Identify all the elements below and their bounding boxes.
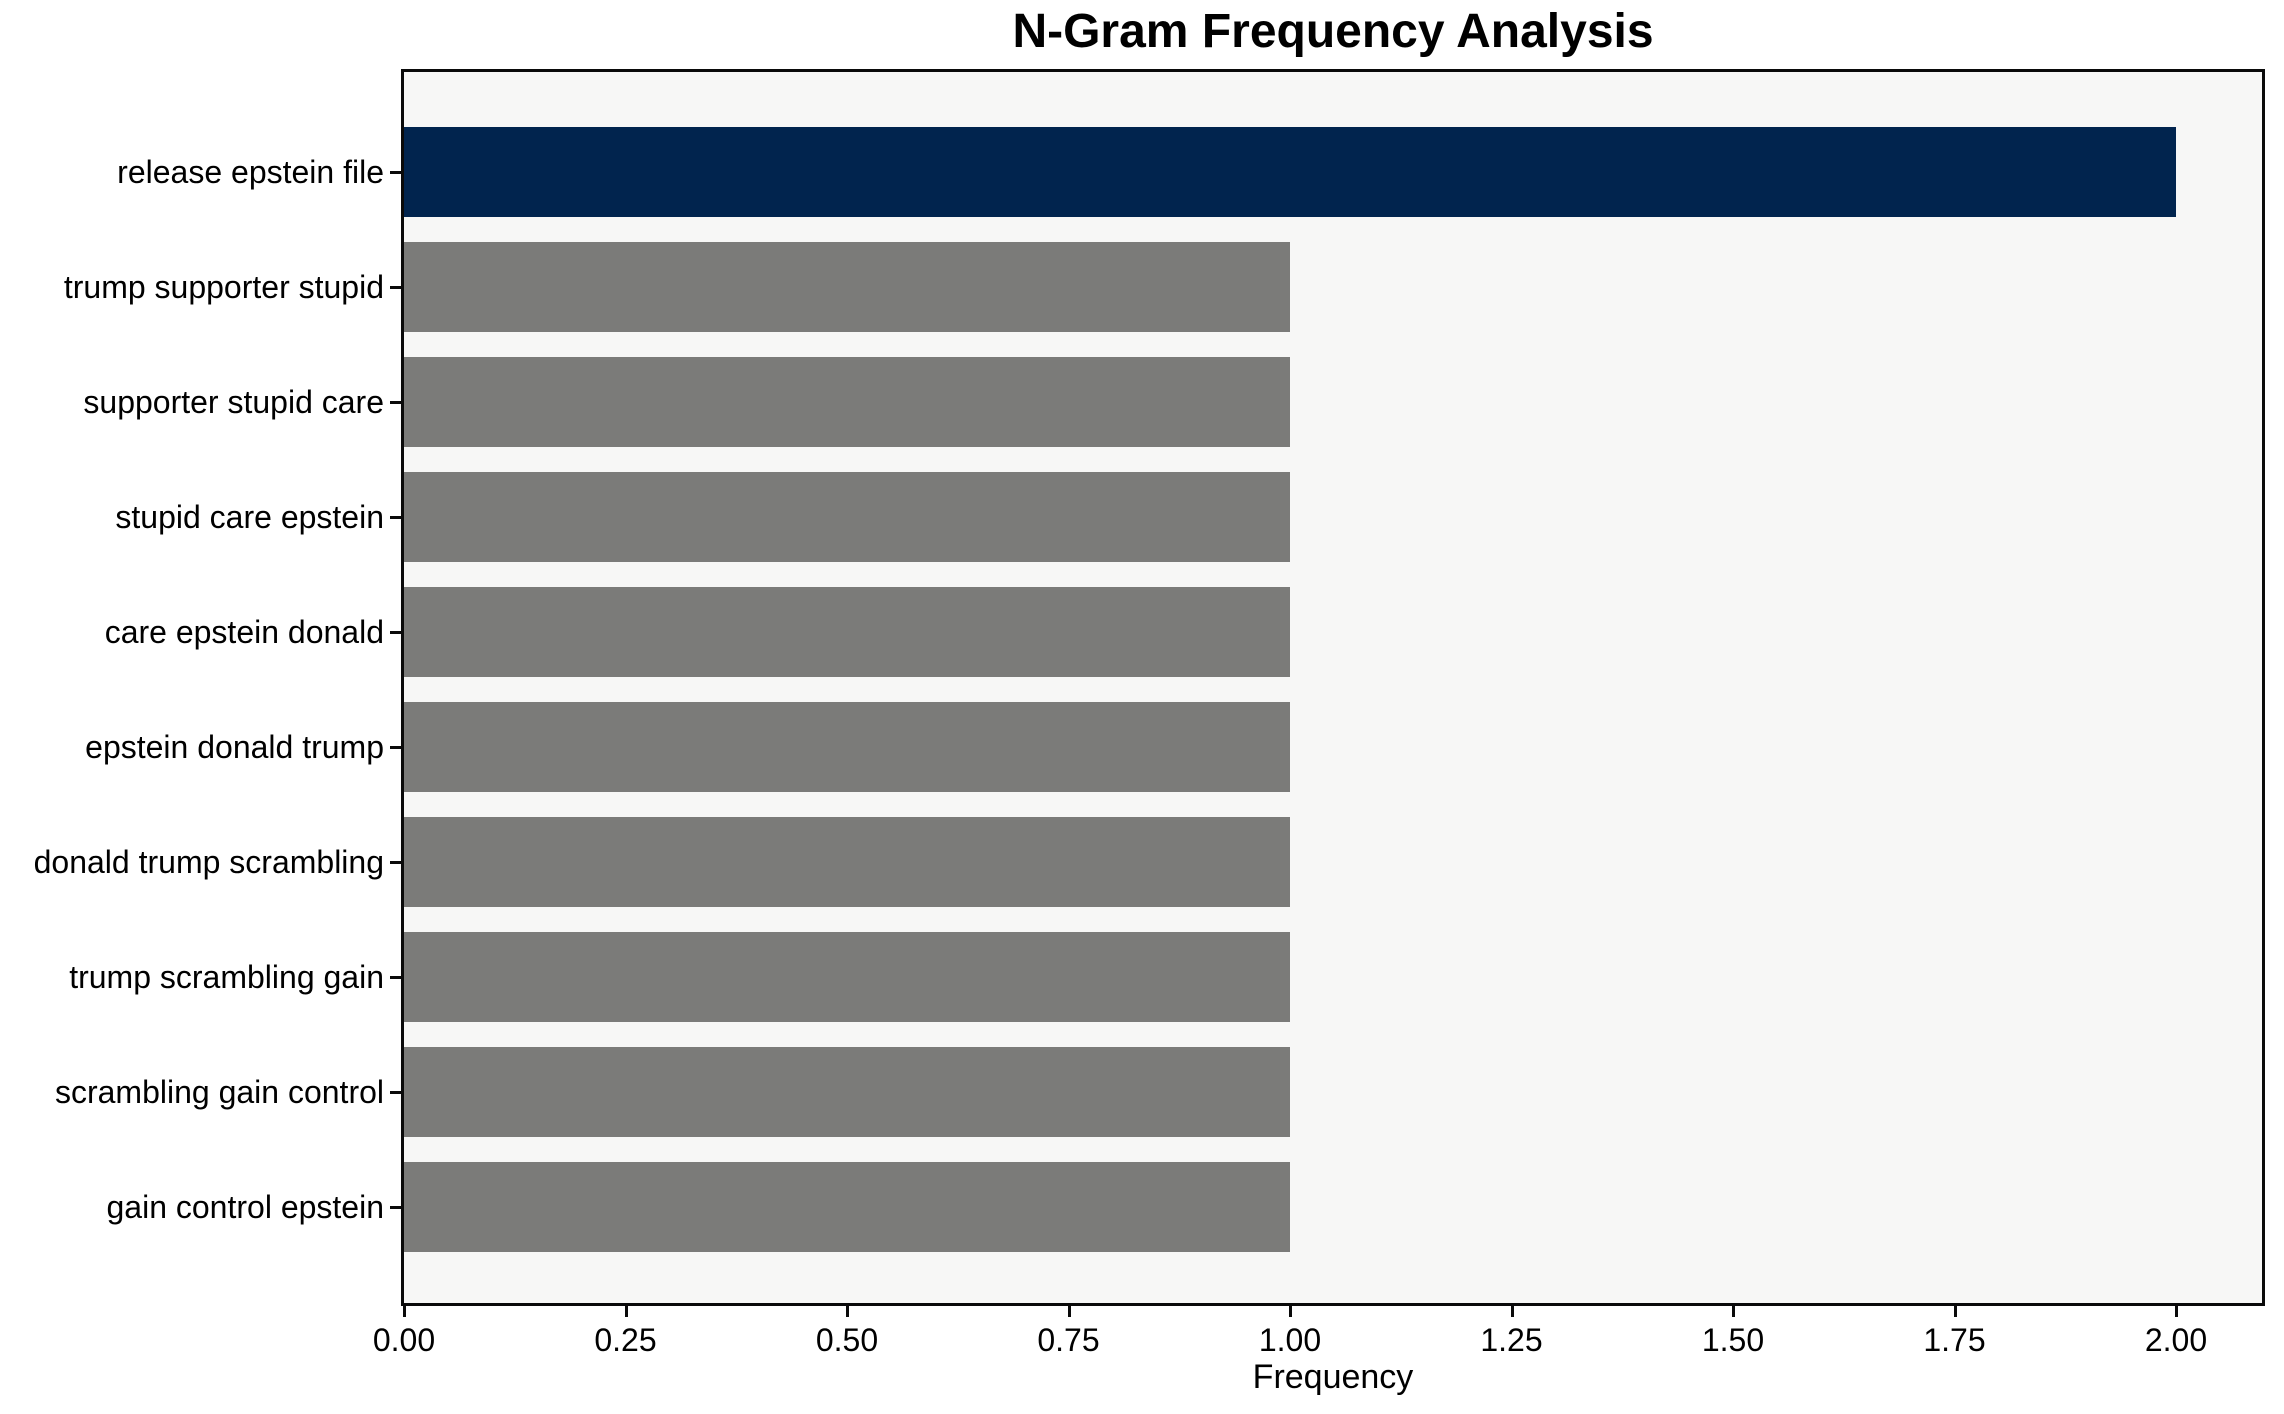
y-tick-mark	[390, 976, 401, 979]
y-tick-label: gain control epstein	[106, 1189, 384, 1225]
y-tick-label: supporter stupid care	[83, 384, 384, 420]
y-tick-label: trump supporter stupid	[63, 269, 384, 305]
y-tick-mark	[390, 1091, 401, 1094]
x-tick-mark	[403, 1306, 406, 1317]
x-tick-mark	[624, 1306, 628, 1317]
y-tick-mark	[390, 861, 401, 864]
x-tick-label: 0.00	[372, 1322, 436, 1358]
y-tick-label: scrambling gain control	[54, 1074, 384, 1110]
x-tick-label: 1.50	[1701, 1322, 1765, 1358]
chart-bar	[404, 242, 1290, 332]
plot-area	[401, 69, 2265, 1306]
y-tick-label: trump scrambling gain	[69, 959, 384, 995]
x-axis-label: Frequency	[1252, 1358, 1414, 1396]
y-tick-label: epstein donald trump	[85, 729, 384, 765]
y-tick-label: care epstein donald	[104, 614, 384, 650]
x-tick-mark	[2175, 1306, 2178, 1317]
y-tick-mark	[390, 746, 401, 749]
x-tick-label: 1.25	[1480, 1322, 1543, 1358]
x-tick-mark	[1953, 1306, 1957, 1317]
x-tick-mark	[1289, 1306, 1292, 1317]
x-tick-mark	[1510, 1306, 1514, 1317]
chart-bar	[404, 587, 1290, 677]
chart-bar	[404, 472, 1290, 562]
y-tick-mark	[390, 1206, 401, 1209]
x-tick-label: 1.00	[1258, 1322, 1322, 1358]
y-tick-label: stupid care epstein	[115, 499, 384, 535]
chart-bar	[404, 127, 2176, 217]
chart-bar	[404, 702, 1290, 792]
y-tick-mark	[390, 516, 401, 519]
chart-bar	[404, 1162, 1290, 1252]
x-tick-label: 0.75	[1037, 1322, 1100, 1358]
y-tick-mark	[390, 171, 401, 174]
x-tick-label: 2.00	[2144, 1322, 2208, 1358]
y-tick-mark	[390, 401, 401, 404]
x-tick-label: 0.50	[815, 1322, 879, 1358]
x-tick-label: 1.75	[1923, 1322, 1986, 1358]
x-tick-mark	[1732, 1306, 1735, 1317]
y-tick-label: donald trump scrambling	[33, 844, 384, 880]
chart-bar	[404, 932, 1290, 1022]
chart-bar	[404, 357, 1290, 447]
y-tick-mark	[390, 286, 401, 289]
x-tick-label: 0.25	[594, 1322, 657, 1358]
chart-bar	[404, 1047, 1290, 1137]
y-tick-label: release epstein file	[117, 154, 384, 190]
chart-bar	[404, 817, 1290, 907]
chart-title: N-Gram Frequency Analysis	[1012, 5, 1654, 58]
x-tick-mark	[1067, 1306, 1071, 1317]
x-tick-mark	[846, 1306, 849, 1317]
y-tick-mark	[390, 631, 401, 634]
